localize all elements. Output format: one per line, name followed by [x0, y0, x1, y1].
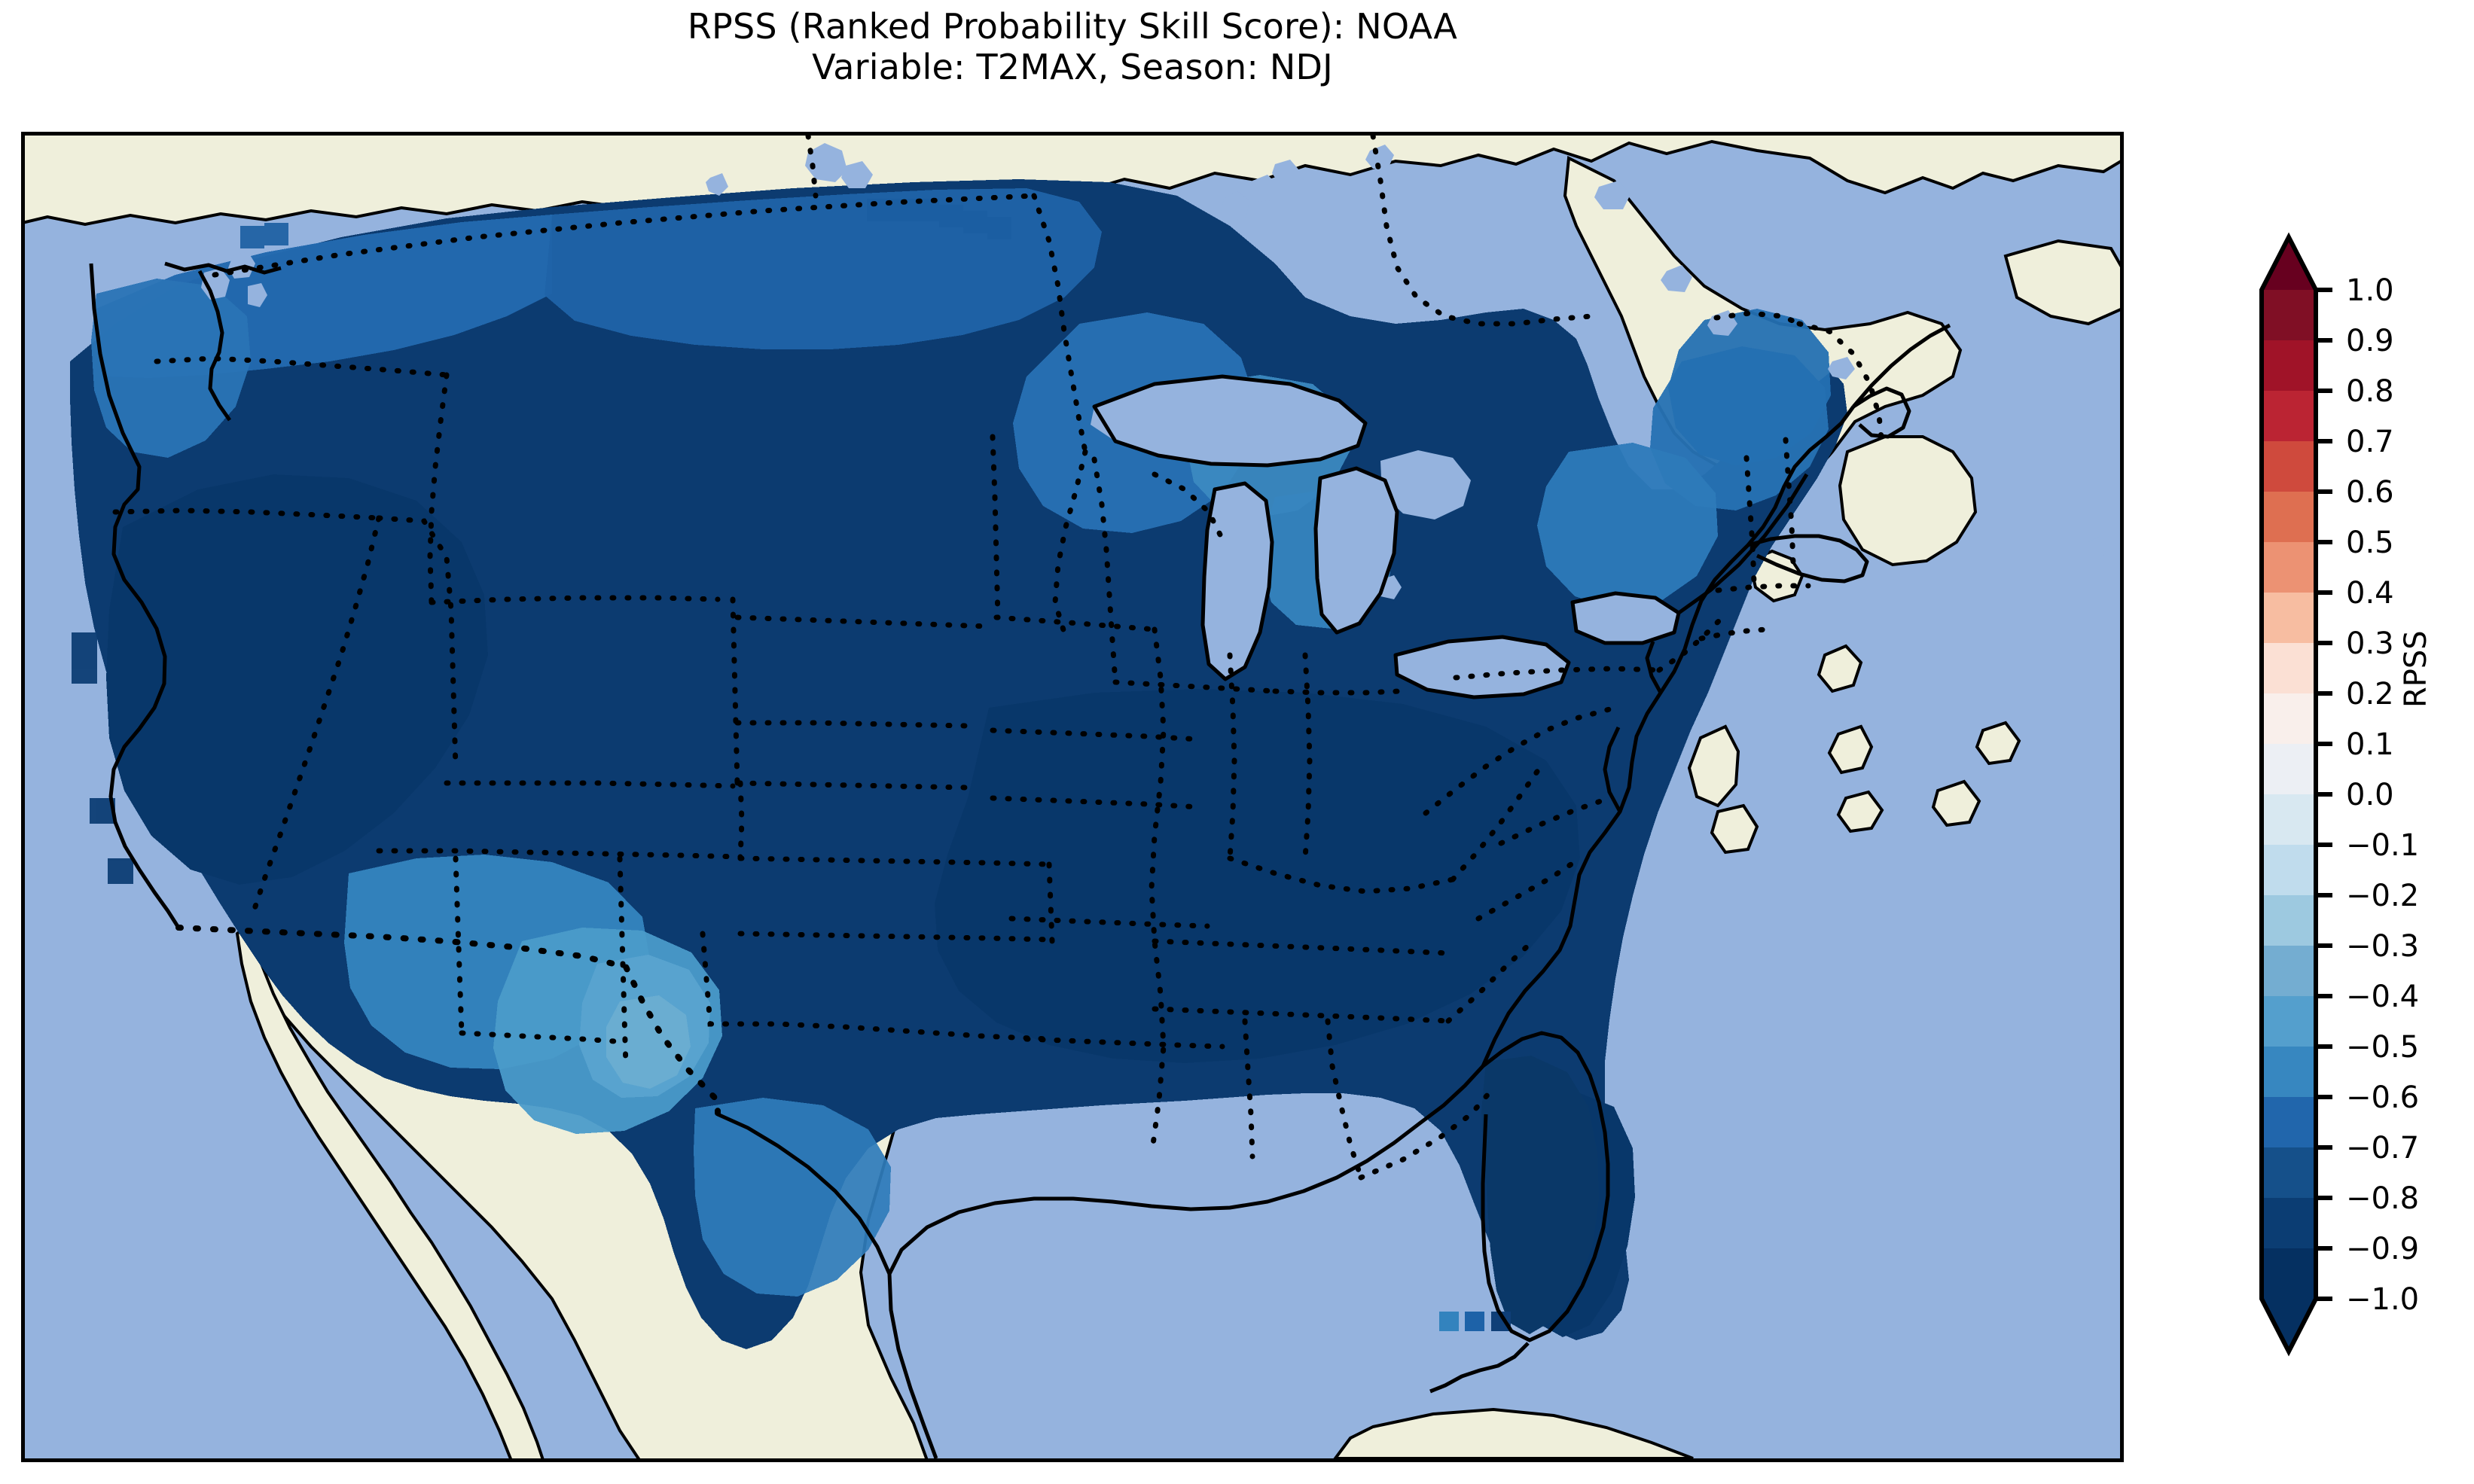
colorbar: 1.0 0.9 0.8 0.7 0.6 0.5 0.4 0.3 0.2 0.1 0.0 −0.1 −0.… [2256, 226, 2474, 1370]
colorbar-band [2262, 996, 2316, 1047]
colorbar-tick-label: −0.8 [2346, 1181, 2419, 1216]
page-title: RPSS (Ranked Probability Skill Score): N… [687, 6, 1458, 47]
colorbar-tick-label: −0.5 [2346, 1030, 2419, 1065]
colorbar-band [2262, 845, 2316, 896]
coastline-layer [89, 261, 1951, 1458]
colorbar-band [2262, 340, 2316, 392]
colorbar-tick-label: 0.4 [2346, 576, 2394, 611]
keys-cell-1 [1439, 1312, 1459, 1331]
colorbar-band [2262, 693, 2316, 745]
colorbar-band [2262, 593, 2316, 644]
map-panel [21, 132, 2124, 1462]
colorbar-tick-label: 0.3 [2346, 626, 2394, 661]
colorbar-band [2262, 895, 2316, 946]
colorbar-tick-label: 1.0 [2346, 273, 2394, 308]
colorbar-band [2262, 794, 2316, 846]
colorbar-tick-label: 0.1 [2346, 727, 2394, 762]
colorbar-band [2262, 643, 2316, 694]
colorbar-tick-label: −0.4 [2346, 980, 2419, 1014]
colorbar-tick-label: 0.9 [2346, 324, 2394, 358]
colorbar-band [2262, 744, 2316, 795]
colorbar-tick-label: 0.8 [2346, 374, 2394, 409]
colorbar-tick-label: 0.6 [2346, 475, 2394, 510]
colorbar-tick-label: 0.5 [2346, 526, 2394, 560]
colorbar-band [2262, 1147, 2316, 1199]
colorbar-band [2262, 1047, 2316, 1098]
colorbar-tick-label: −0.6 [2346, 1080, 2419, 1115]
colorbar-band [2262, 1097, 2316, 1148]
colorbar-extend-max [2262, 237, 2316, 290]
colorbar-band [2262, 1198, 2316, 1249]
colorbar-band [2262, 946, 2316, 997]
colorbar-tick-label: −0.3 [2346, 929, 2419, 964]
colorbar-tick-label: −0.7 [2346, 1131, 2419, 1166]
colorbar-extend-min [2262, 1299, 2316, 1351]
colorbar-band [2262, 492, 2316, 543]
colorbar-band [2262, 542, 2316, 593]
keys-cell-2 [1465, 1312, 1484, 1331]
colorbar-band [2262, 391, 2316, 442]
colorbar-svg: 1.0 0.9 0.8 0.7 0.6 0.5 0.4 0.3 0.2 0.1 0.0 −0.1 −0.… [2259, 232, 2419, 1357]
colorbar-tick-label: 0.7 [2346, 425, 2394, 459]
colorbar-tick-label: −0.9 [2346, 1232, 2419, 1266]
page-subtitle: Variable: T2MAX, Season: NDJ [812, 47, 1333, 88]
state-boundary-layer [112, 136, 1885, 1181]
colorbar-tick-label: −0.1 [2346, 828, 2419, 863]
colorbar-axis-label: RPSS [2399, 630, 2433, 708]
colorbar-band [2262, 290, 2316, 341]
colorbar-tick-label: 0.0 [2346, 778, 2394, 812]
colorbar-tick-label: −1.0 [2346, 1282, 2419, 1317]
rpss-choropleth-map [25, 136, 2120, 1458]
colorbar-band [2262, 1248, 2316, 1300]
figure-title-block: RPSS (Ranked Probability Skill Score): N… [0, 0, 2145, 132]
colorbar-tick-label: 0.2 [2346, 677, 2394, 712]
international-border-layer [175, 925, 721, 1117]
colorbar-band [2262, 441, 2316, 492]
colorbar-tick-label: −0.2 [2346, 879, 2419, 913]
